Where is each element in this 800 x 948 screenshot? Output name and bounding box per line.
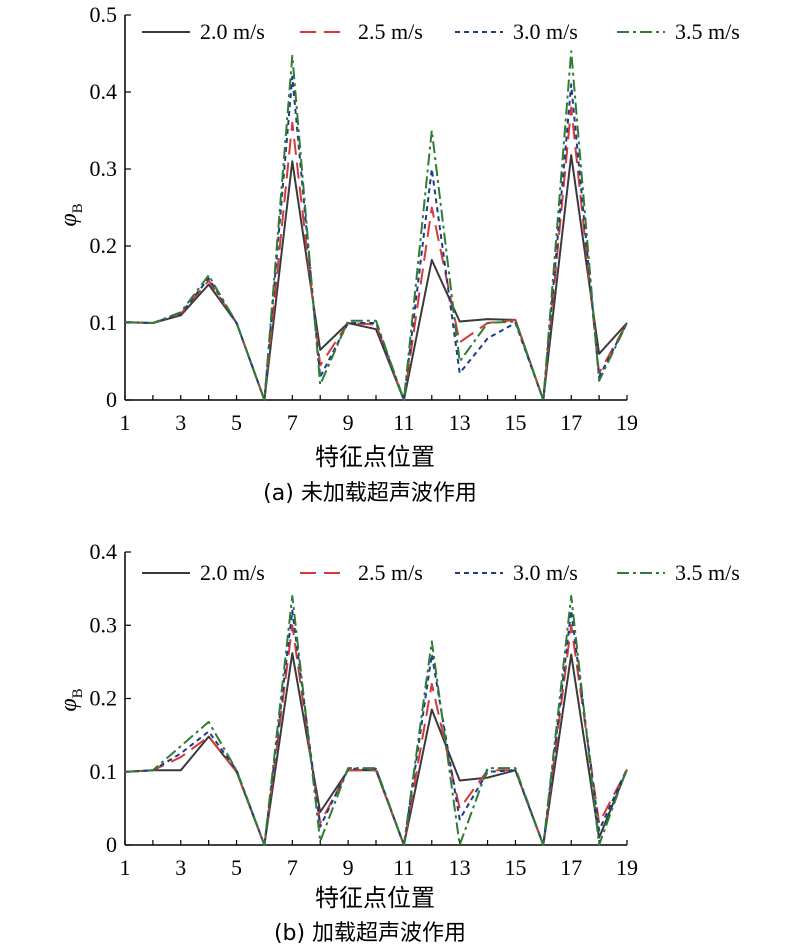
- y-tick-label: 0: [106, 832, 117, 857]
- y-tick-label: 0.3: [90, 612, 118, 637]
- legend-label: 2.0 m/s: [200, 19, 265, 44]
- y-tick-label: 0.3: [90, 156, 118, 181]
- x-tick-label: 19: [616, 410, 638, 435]
- x-tick-label: 3: [175, 410, 186, 435]
- panel-a-caption: (a) 未加载超声波作用: [263, 481, 477, 506]
- panel-b-series-2-5-m-s: [124, 624, 628, 846]
- legend-label: 3.5 m/s: [675, 560, 740, 585]
- y-tick-label: 0.1: [90, 310, 118, 335]
- x-tick-label: 19: [616, 855, 638, 880]
- legend-label: 2.5 m/s: [358, 19, 423, 44]
- y-tick-label: 0.2: [90, 233, 118, 258]
- panel-b: 00.10.20.30.41 3 5 7 9 11 13 15 17 192.0 m/s 2.5 m…: [56, 539, 740, 946]
- x-tick-label: 5: [231, 855, 242, 880]
- legend-label: 2.5 m/s: [358, 560, 423, 585]
- y-tick-label: 0.1: [90, 759, 118, 784]
- panel-b-series-2-0-m-s: [124, 652, 628, 846]
- x-tick-label: 9: [343, 855, 354, 880]
- legend-label: 3.0 m/s: [513, 560, 578, 585]
- panel-a-series-2-0-m-s: [124, 154, 628, 401]
- y-tick-label: 0: [106, 387, 117, 412]
- x-tick-label: 17: [560, 855, 582, 880]
- x-tick-label: 1: [120, 410, 131, 435]
- legend-label: 2.0 m/s: [200, 560, 265, 585]
- y-tick-label: 0.4: [90, 79, 118, 104]
- x-tick-label: 1: [120, 855, 131, 880]
- panel-b-ylabel: φB: [56, 688, 86, 711]
- x-tick-label: 17: [560, 410, 582, 435]
- legend-label: 3.5 m/s: [675, 19, 740, 44]
- panel-a-xlabel: 特征点位置: [315, 443, 435, 471]
- x-tick-label: 15: [504, 855, 526, 880]
- x-tick-label: 7: [287, 410, 298, 435]
- x-tick-label: 3: [175, 855, 186, 880]
- x-tick-label: 11: [393, 855, 414, 880]
- y-tick-label: 0.5: [90, 2, 118, 27]
- x-tick-label: 15: [504, 410, 526, 435]
- x-tick-label: 13: [449, 410, 471, 435]
- panel-b-caption: (b) 加载超声波作用: [274, 921, 466, 946]
- x-tick-label: 5: [231, 410, 242, 435]
- x-tick-label: 9: [343, 410, 354, 435]
- panel-b-series-3-5-m-s: [124, 595, 628, 846]
- panel-a-series-3-5-m-s: [124, 50, 628, 401]
- panel-a: 00.10.20.30.40.51 3 5 7 9 11 13 15 17 192.0 m/s 2.…: [56, 2, 740, 506]
- x-tick-label: 11: [393, 410, 414, 435]
- panel-b-xlabel: 特征点位置: [315, 884, 435, 912]
- y-tick-label: 0.2: [90, 686, 118, 711]
- legend-label: 3.0 m/s: [513, 19, 578, 44]
- panel-b-series-3-0-m-s: [124, 609, 628, 846]
- panel-a-ylabel: φB: [56, 203, 86, 226]
- panel-a-series-3-0-m-s: [124, 75, 628, 401]
- panel-a-series-2-5-m-s: [124, 106, 628, 401]
- y-tick-label: 0.4: [90, 539, 118, 564]
- x-tick-label: 7: [287, 855, 298, 880]
- x-tick-label: 13: [449, 855, 471, 880]
